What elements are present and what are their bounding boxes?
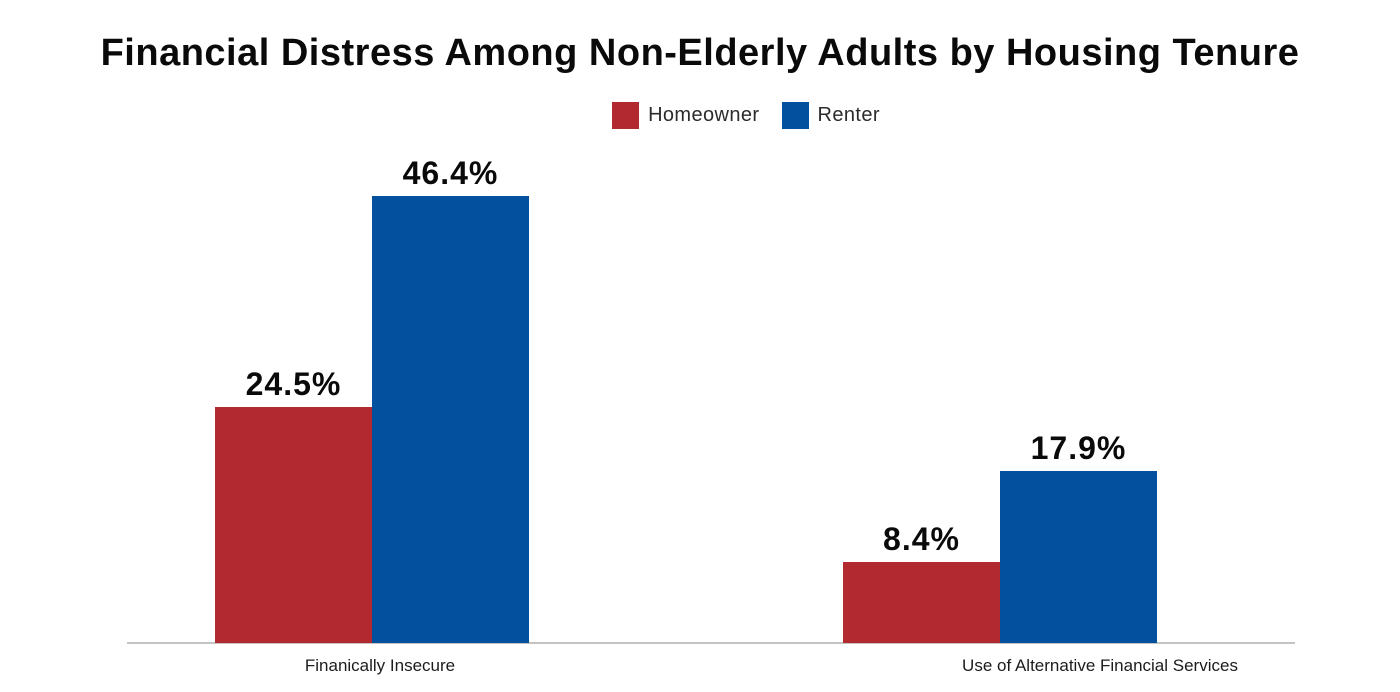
legend-label-homeowner: Homeowner — [648, 104, 760, 126]
value-label-homeowner-finanically-insecure: 24.5% — [245, 366, 342, 402]
legend-item-renter[interactable]: Renter — [781, 102, 880, 129]
category-label-use-of-alternative-financial-services: Use of Alternative Financial Services — [962, 656, 1238, 675]
x-axis-line — [127, 642, 1295, 644]
legend-row: Homeowner Renter — [612, 102, 880, 129]
bar-renter-finanically-insecure[interactable] — [372, 196, 529, 643]
legend-swatch-renter — [781, 102, 809, 129]
bar-homeowner-use-of-alternative-financial-services[interactable] — [843, 562, 1000, 643]
legend-label-renter: Renter — [817, 104, 880, 126]
value-label-homeowner-use-of-alternative-financial-services: 8.4% — [883, 521, 960, 557]
value-label-renter-finanically-insecure: 46.4% — [402, 155, 499, 191]
category-label-finanically-insecure: Finanically Insecure — [304, 656, 456, 675]
bar-renter-use-of-alternative-financial-services[interactable] — [1000, 471, 1157, 643]
legend-swatch-homeowner — [612, 102, 640, 129]
value-label-renter-use-of-alternative-financial-services: 17.9% — [1030, 430, 1127, 466]
legend-item-homeowner[interactable]: Homeowner — [612, 102, 759, 129]
chart-title: Financial Distress Among Non-Elderly Adu… — [100, 32, 1300, 74]
bar-homeowner-finanically-insecure[interactable] — [215, 407, 372, 643]
legend: Homeowner Renter — [0, 102, 1400, 129]
